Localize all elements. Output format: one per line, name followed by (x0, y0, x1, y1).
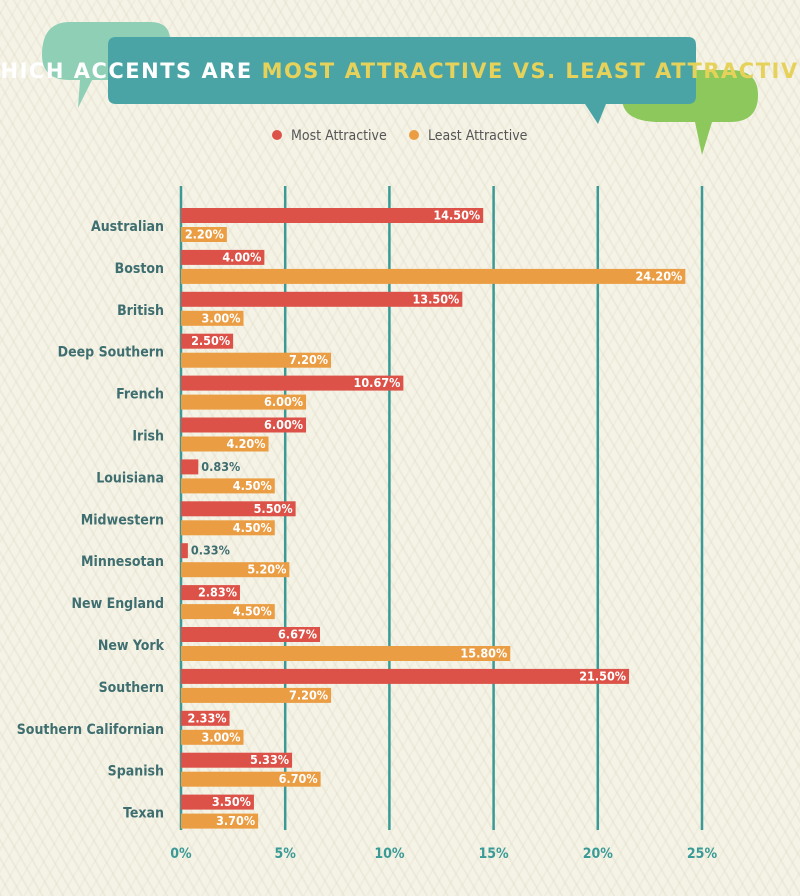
bar-value-label: 2.20% (185, 227, 224, 242)
bar-least-attractive (181, 478, 275, 494)
category-label: Minnesotan (81, 554, 164, 570)
x-tick-label: 20% (583, 846, 614, 862)
category-label: Irish (132, 429, 164, 445)
category-label: Louisiana (96, 470, 164, 486)
bar-value-label: 5.20% (247, 562, 286, 577)
bar-most-attractive (181, 249, 265, 265)
bar-value-label: 7.20% (289, 352, 328, 367)
bar-value-label: 6.67% (278, 627, 317, 642)
bar-value-label: 14.50% (433, 208, 480, 223)
bar-value-label: 4.20% (227, 436, 266, 451)
category-label: French (116, 387, 164, 403)
legend-label-least-attractive: Least Attractive (428, 128, 528, 144)
bar-least-attractive (181, 310, 244, 326)
title-part-white: WHICH ACCENTS ARE (0, 59, 262, 83)
bar-least-attractive (181, 436, 269, 452)
bar-value-label: 4.00% (222, 249, 261, 264)
category-label: New England (72, 596, 165, 612)
bar-value-label: 0.83% (201, 459, 240, 474)
category-label: Texan (123, 806, 164, 822)
x-axis-ticks: 0% 5% 10% 15% 20% 25% (170, 846, 717, 862)
bar-value-label: 2.33% (188, 710, 227, 725)
bar-least-attractive (181, 729, 244, 745)
legend-marker-most-attractive (272, 130, 282, 140)
category-label: Midwestern (81, 512, 164, 528)
title-banner: WHICH ACCENTS ARE MOST ATTRACTIVE VS. LE… (0, 37, 800, 124)
category-label: Southern Californian (17, 722, 164, 738)
bar-value-label: 6.00% (264, 394, 303, 409)
bar-most-attractive (181, 459, 199, 475)
bar-value-label: 24.20% (635, 268, 682, 283)
bar-value-label: 0.33% (191, 543, 230, 558)
bar-value-label: 3.50% (212, 794, 251, 809)
bar-value-label: 2.50% (191, 333, 230, 348)
bar-value-label: 6.70% (279, 771, 318, 786)
bar-value-label: 13.50% (412, 291, 459, 306)
category-label: Southern (99, 680, 164, 696)
category-labels: Australian Boston British Deep Southern Fren… (17, 219, 165, 822)
bar-value-label: 7.20% (289, 687, 328, 702)
bar-least-attractive (181, 604, 275, 620)
bar-least-attractive (181, 813, 259, 829)
bar-value-label: 4.50% (233, 520, 272, 535)
category-label: Deep Southern (58, 345, 164, 361)
bar-least-attractive (181, 268, 686, 284)
bar-least-attractive (181, 562, 290, 578)
x-tick-label: 5% (275, 846, 297, 862)
x-tick-label: 0% (170, 846, 192, 862)
title-box (108, 37, 696, 124)
bar-value-label: 5.33% (250, 752, 289, 767)
legend: Most Attractive Least Attractive (272, 128, 528, 144)
bar-value-label: 5.50% (254, 501, 293, 516)
category-label: Boston (115, 261, 164, 277)
bar-most-attractive (181, 543, 188, 559)
x-tick-label: 25% (687, 846, 718, 862)
bar-least-attractive (181, 646, 511, 661)
bar-least-attractive (181, 352, 332, 368)
title-part-accent: MOST ATTRACTIVE VS. LEAST ATTRACTIVE? (262, 59, 800, 83)
bar-value-label: 2.83% (198, 585, 237, 600)
bar-most-attractive (181, 752, 293, 768)
bar-most-attractive (181, 794, 254, 810)
category-label: Australian (91, 219, 164, 235)
bar-value-label: 6.00% (264, 417, 303, 432)
bar-most-attractive (181, 208, 484, 223)
bar-value-label: 3.00% (202, 310, 241, 325)
bar-least-attractive (181, 771, 321, 787)
x-tick-label: 15% (479, 846, 510, 862)
bar-value-label: 10.67% (354, 375, 401, 390)
bar-value-label: 4.50% (233, 604, 272, 619)
bar-least-attractive (181, 520, 275, 536)
chart-title: WHICH ACCENTS ARE MOST ATTRACTIVE VS. LE… (0, 59, 800, 83)
bar-value-label: 4.50% (233, 478, 272, 493)
category-label: British (117, 303, 164, 319)
bar-most-attractive (181, 668, 630, 684)
bar-most-attractive (181, 585, 240, 601)
category-label: New York (98, 638, 165, 654)
bar-least-attractive (181, 394, 307, 410)
bar-most-attractive (181, 501, 296, 517)
bar-value-label: 21.50% (579, 668, 626, 683)
category-label: Spanish (108, 764, 164, 780)
bar-most-attractive (181, 333, 234, 349)
x-tick-label: 10% (374, 846, 405, 862)
bars: 14.50% 2.20% 4.00% 24.20% 13.50% 3.00% 2.50% 7.… (181, 208, 686, 829)
bar-most-attractive (181, 291, 463, 307)
bar-most-attractive (181, 627, 321, 642)
legend-marker-least-attractive (409, 130, 419, 140)
bar-most-attractive (181, 375, 404, 391)
bar-most-attractive (181, 710, 230, 726)
bar-value-label: 15.80% (460, 646, 507, 661)
legend-label-most-attractive: Most Attractive (291, 128, 387, 144)
bar-most-attractive (181, 417, 307, 433)
bar-least-attractive (181, 687, 332, 703)
bar-value-label: 3.70% (216, 813, 255, 828)
bar-least-attractive (181, 227, 227, 242)
bar-value-label: 3.00% (202, 729, 241, 744)
